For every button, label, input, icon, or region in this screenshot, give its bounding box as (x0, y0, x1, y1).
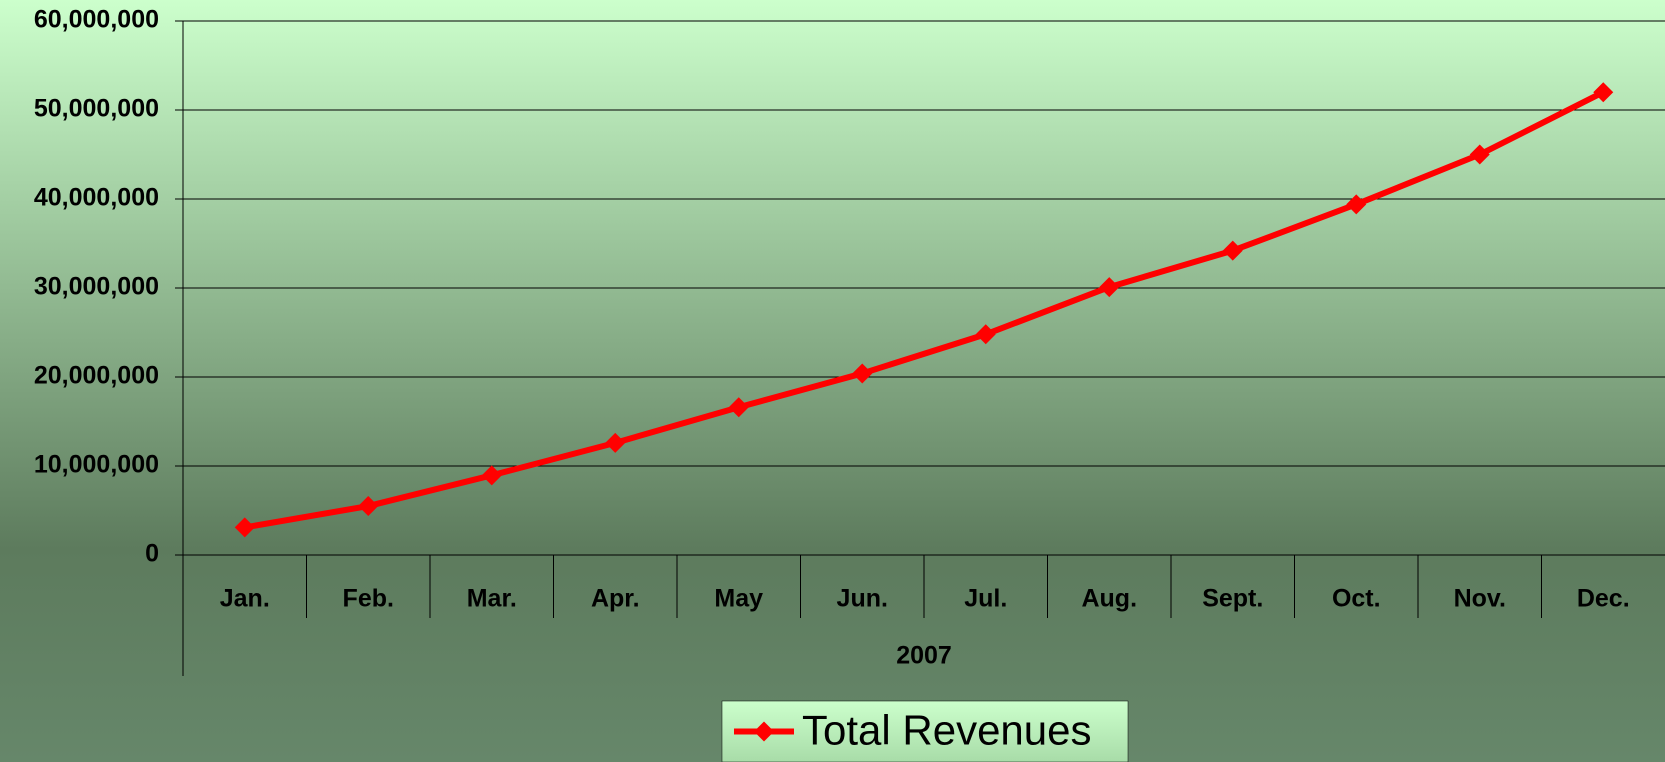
marker (1593, 82, 1614, 103)
marker (1469, 144, 1490, 165)
y-tick-label: 30,000,000 (34, 273, 159, 301)
y-tick-label: 20,000,000 (34, 362, 159, 390)
y-tick-label: 50,000,000 (34, 95, 159, 123)
y-tick-label: 0 (145, 540, 159, 568)
y-tick-label: 10,000,000 (34, 451, 159, 479)
x-tick-label: Jun. (837, 585, 888, 613)
marker (975, 324, 996, 345)
marker (1222, 240, 1243, 261)
series-line (244, 89, 1605, 531)
marker (1099, 277, 1120, 298)
x-tick-label: May (714, 585, 763, 613)
marker (728, 397, 749, 418)
y-tick-label: 40,000,000 (34, 184, 159, 212)
legend-label: Total Revenues (802, 707, 1092, 754)
marker (1346, 194, 1367, 215)
x-tick-label: Oct. (1332, 585, 1381, 613)
x-tick-label: Nov. (1454, 585, 1506, 613)
x-tick-label: Jul. (964, 585, 1007, 613)
x-axis-label: 2007 (896, 642, 952, 670)
marker (605, 432, 626, 453)
x-tick-label: Apr. (591, 585, 640, 613)
x-tick-label: Jan. (220, 585, 270, 613)
y-tick-label: 60,000,000 (34, 6, 159, 34)
marker (481, 465, 502, 486)
legend-marker (754, 721, 774, 742)
marker (852, 363, 873, 384)
marker (234, 517, 255, 538)
x-tick-label: Aug. (1081, 585, 1137, 613)
x-tick-label: Mar. (467, 585, 517, 613)
x-tick-label: Sept. (1202, 585, 1263, 613)
x-tick-label: Feb. (343, 585, 394, 613)
x-tick-label: Dec. (1577, 585, 1630, 613)
marker (358, 496, 379, 517)
